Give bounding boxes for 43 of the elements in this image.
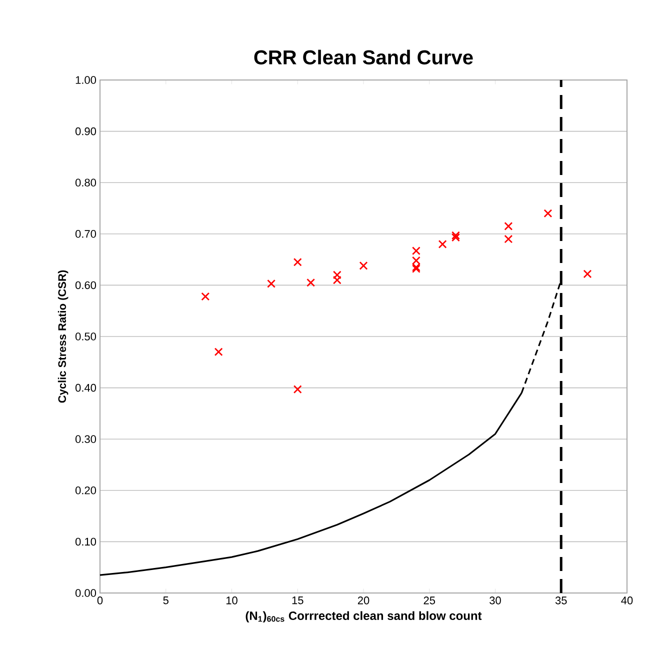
- point: [306, 278, 316, 287]
- point: [438, 240, 447, 248]
- point: [412, 263, 420, 272]
- point: [504, 222, 513, 230]
- point: [544, 209, 552, 218]
- y-tick-label: 0.20: [75, 486, 96, 494]
- point: [359, 261, 368, 270]
- x-tick-label: 35: [555, 596, 567, 604]
- point: [214, 348, 223, 356]
- y-tick-label: 0.80: [75, 178, 96, 186]
- point: [293, 258, 302, 266]
- point: [451, 233, 460, 242]
- y-tick-label: 0.40: [75, 384, 96, 392]
- x-tick-label: 25: [424, 596, 436, 604]
- x-tick-label: 5: [163, 596, 168, 604]
- y-tick-label: 0.60: [75, 281, 96, 290]
- point: [583, 270, 592, 278]
- point: [504, 234, 513, 244]
- x-tick-label: 10: [226, 596, 238, 604]
- point: [201, 292, 210, 301]
- point: [293, 385, 302, 394]
- y-tick-label: 1.00: [76, 76, 96, 84]
- point: [451, 231, 460, 240]
- y-tick-label: 0.10: [75, 538, 96, 546]
- x-tick-label: 20: [358, 596, 370, 604]
- x-tick-label: 15: [292, 596, 304, 604]
- y-tick-label: 0.90: [75, 127, 96, 136]
- point: [412, 246, 420, 256]
- y-axis-title: Cyclic Stress Ratio (CSR): [58, 270, 68, 403]
- y-tick-label: 0.00: [75, 589, 96, 597]
- x-tick-label: 30: [490, 596, 501, 604]
- point: [412, 256, 420, 265]
- point: [332, 270, 342, 280]
- x-axis-title: (N$_{1}$)$_{60cs}$ Corrrected clean sand blow count: [246, 611, 482, 622]
- point: [332, 276, 342, 284]
- y-tick-label: 0.70: [75, 230, 96, 238]
- point: [267, 279, 276, 288]
- x-tick-label: 40: [621, 596, 633, 604]
- y-tick-label: 0.30: [75, 435, 96, 443]
- point: [412, 264, 420, 274]
- x-tick-label: 0: [97, 596, 103, 604]
- chart-title: CRR Clean Sand Curve: [254, 50, 473, 64]
- y-tick-label: 0.50: [75, 332, 96, 340]
